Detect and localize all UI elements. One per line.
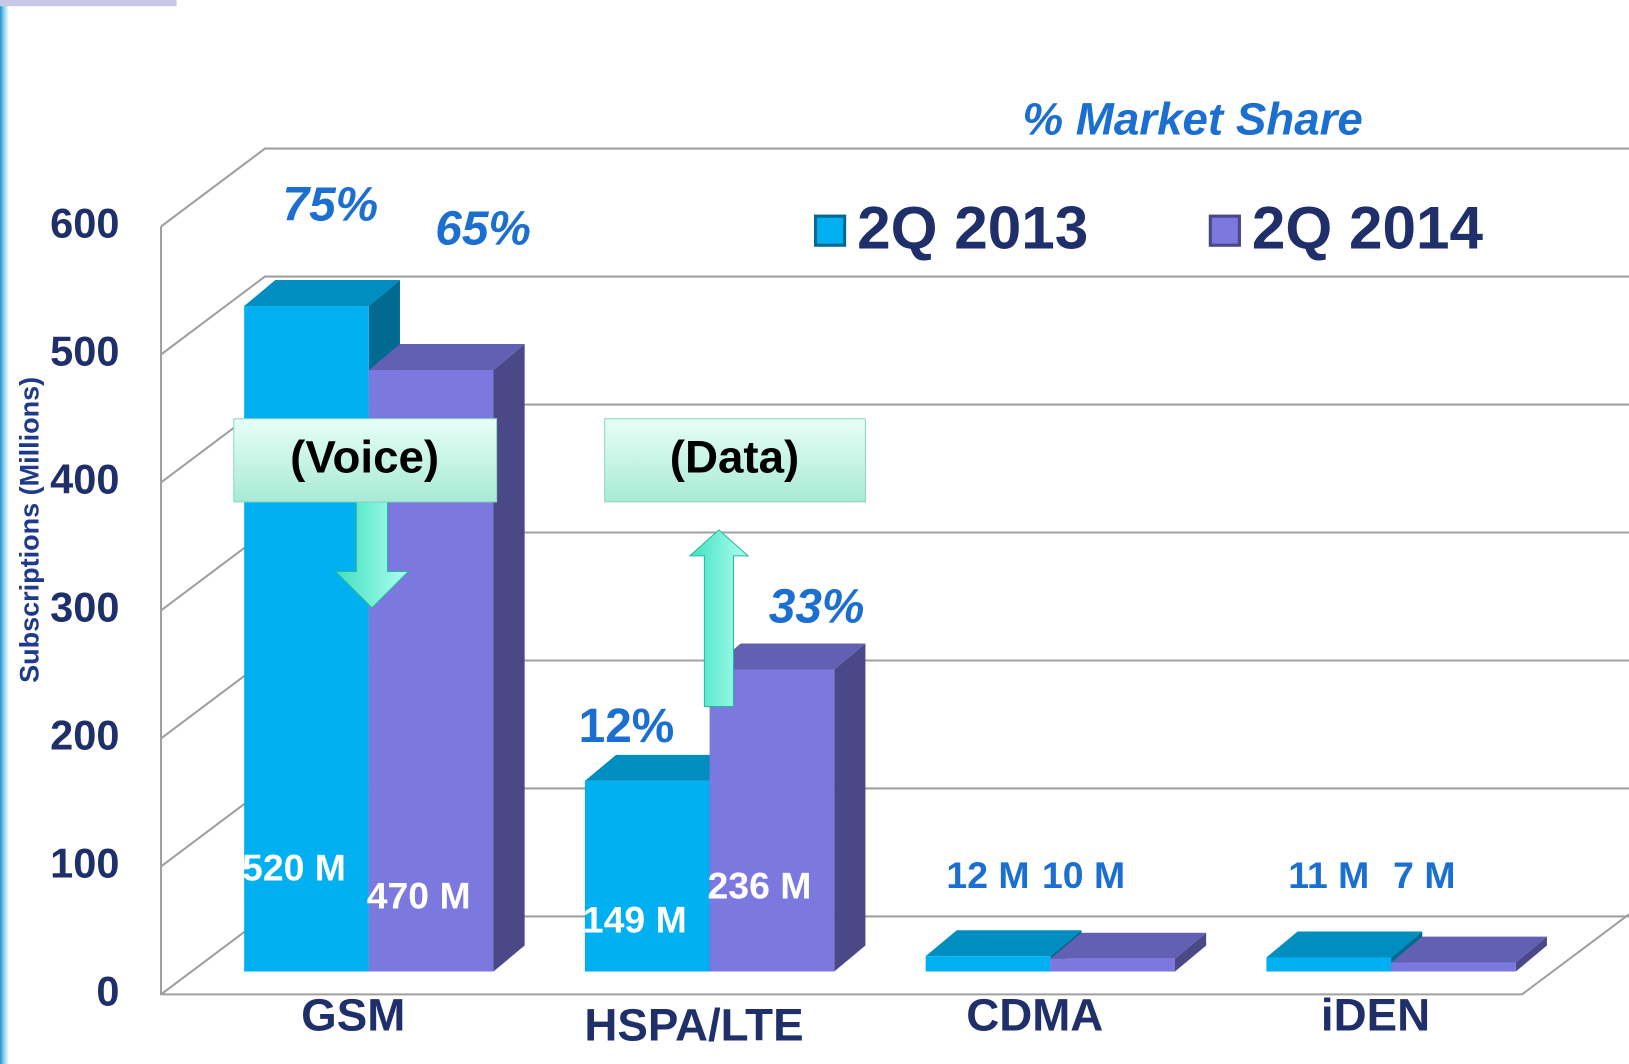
x-tick-label: GSM bbox=[301, 989, 405, 1040]
x-tick-label: CDMA bbox=[966, 989, 1103, 1040]
down-arrow bbox=[334, 501, 410, 609]
bar bbox=[1266, 957, 1392, 972]
callout-box bbox=[604, 418, 866, 503]
market-share-label: 33% bbox=[769, 581, 865, 634]
title: % Market Share bbox=[1022, 94, 1362, 145]
legend-swatch bbox=[813, 214, 847, 247]
value-label: 470 M bbox=[367, 875, 471, 917]
overlay: (Voice) (Data) 520 M 149 M 12 M 11 M 2Q 2013… bbox=[233, 178, 1484, 941]
x-tick-label: HSPA/LTE bbox=[584, 1000, 803, 1051]
bar-side bbox=[834, 643, 866, 972]
y-tick-label: 100 bbox=[50, 839, 119, 886]
market-share-label: 75% bbox=[283, 178, 379, 231]
bar-top bbox=[244, 280, 400, 307]
up-arrow bbox=[688, 529, 750, 708]
value-label: 12 M bbox=[946, 854, 1029, 896]
bar-top bbox=[368, 344, 525, 371]
legend-label: 2Q 2014 bbox=[1252, 194, 1484, 262]
bar-side bbox=[1515, 936, 1547, 972]
decor-strip bbox=[0, 0, 9, 1064]
bar-top bbox=[709, 643, 866, 670]
x-tick-label: iDEN bbox=[1321, 989, 1430, 1040]
y-tick-label: 500 bbox=[50, 327, 119, 374]
grid: 0 100 200 300 400 500 600 GSM HSPA/LTE CDMA iDEN bbox=[50, 147, 1629, 1051]
bar bbox=[244, 306, 369, 972]
bar bbox=[709, 669, 835, 972]
bar-top bbox=[925, 930, 1082, 957]
y-tick-label: 200 bbox=[50, 711, 119, 758]
bar bbox=[925, 956, 1051, 972]
bar bbox=[1050, 958, 1175, 972]
callout-text: (Data) bbox=[670, 431, 799, 482]
decor-top bbox=[0, 0, 177, 7]
value-label: 11 M bbox=[1288, 854, 1369, 896]
bar-top bbox=[1391, 936, 1547, 963]
value-label: 520 M bbox=[242, 847, 346, 889]
market-share-label: 12% bbox=[579, 700, 675, 753]
bars bbox=[244, 280, 1547, 972]
y-tick-label: 0 bbox=[96, 967, 119, 1014]
legend-label: 2Q 2013 bbox=[857, 194, 1088, 262]
bar-top bbox=[584, 754, 741, 781]
grid-line bbox=[160, 147, 1629, 228]
bar-side bbox=[493, 344, 525, 972]
y-tick-label: 300 bbox=[50, 583, 119, 630]
bar-top bbox=[1050, 932, 1207, 959]
callout-box bbox=[233, 418, 498, 503]
callout-text: (Voice) bbox=[290, 431, 439, 482]
grid-line bbox=[160, 275, 1629, 356]
value-label: 149 M bbox=[583, 899, 687, 941]
y-tick-label: 600 bbox=[50, 199, 119, 246]
value-label: 7 M bbox=[1393, 854, 1455, 896]
bar-side bbox=[1174, 932, 1207, 972]
legend-swatch bbox=[1208, 214, 1241, 247]
bar-top bbox=[1266, 931, 1423, 958]
bar bbox=[584, 780, 710, 972]
value-label: 236 M bbox=[707, 864, 811, 906]
y-axis-label: Subscriptions (Millions) bbox=[14, 377, 44, 683]
market-share-label: 65% bbox=[435, 202, 531, 255]
bar bbox=[1391, 962, 1516, 972]
y-tick-label: 400 bbox=[50, 455, 119, 502]
value-label: 10 M bbox=[1042, 854, 1125, 896]
axis bbox=[159, 226, 1629, 996]
